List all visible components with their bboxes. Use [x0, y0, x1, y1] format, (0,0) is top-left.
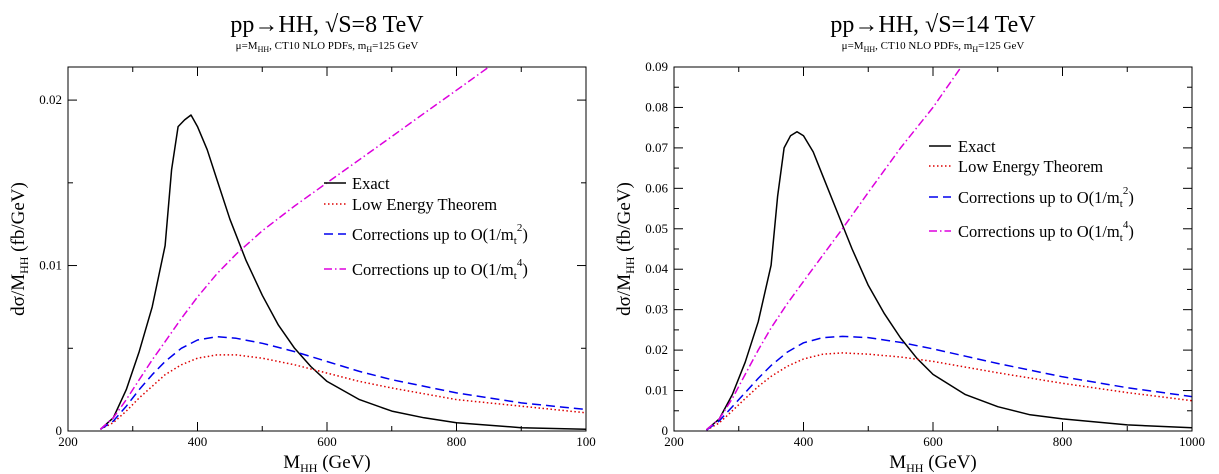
y-tick-label: 0.04 [645, 261, 668, 276]
chart-title: pp→HH, √S=8 TeV [230, 12, 424, 38]
y-tick-label: 0.03 [645, 302, 668, 317]
legend-label: Exact [958, 137, 996, 156]
legend-item-mt4: Corrections up to O(1/mt4) [324, 257, 528, 282]
y-tick-label: 0.07 [645, 140, 668, 155]
series-line-3 [99, 67, 491, 430]
legend-label: Corrections up to O(1/mt4) [352, 257, 528, 282]
series-line-3 [705, 67, 963, 431]
x-axis-label: MHH (GeV) [283, 452, 371, 474]
legend-item-exact: Exact [324, 174, 390, 193]
chart-8tev: pp→HH, √S=8 TeV μ=MHH, CT10 NLO PDFs, mH… [8, 12, 596, 474]
legend-label: Corrections up to O(1/mt2) [958, 185, 1134, 210]
x-axis-title: MHH (GeV) [889, 452, 977, 474]
axis-ticks: 200 400 600 800 1000 0 0.01 0.02 0.03 0.04 0.05 0.0… [645, 59, 1205, 449]
plot-frame [67, 66, 587, 432]
y-axis-label: dσ/MHH (fb/GeV) [614, 182, 637, 316]
x-axis-title: MHH (GeV) [283, 452, 371, 474]
x-tick-label: 600 [317, 434, 337, 449]
chart-title: pp→HH, √S=14 TeV [830, 12, 1036, 38]
series-line-1 [706, 352, 1192, 431]
legend: Exact Low Energy Theorem Corrections up … [324, 174, 528, 282]
legend-label: Exact [352, 174, 390, 193]
x-tick-label: 400 [188, 434, 208, 449]
legend: Exact Low Energy Theorem Corrections up … [929, 137, 1134, 244]
series-lines [705, 67, 1192, 431]
x-tick-label: 200 [664, 434, 684, 449]
y-tick-label: 0.08 [645, 99, 668, 114]
series-line-0 [705, 130, 1192, 431]
legend-item-mt2: Corrections up to O(1/mt2) [929, 185, 1134, 210]
y-tick-label: 0.05 [645, 221, 668, 236]
y-axis-label: dσ/MHH (fb/GeV) [8, 182, 31, 316]
series-line-2 [99, 335, 586, 430]
y-axis-title: dσ/MHH (fb/GeV) [8, 182, 31, 316]
chart-14tev: pp→HH, √S=14 TeV μ=MHH, CT10 NLO PDFs, m… [614, 12, 1205, 474]
y-tick-label: 0 [662, 423, 669, 438]
legend-item-mt2: Corrections up to O(1/mt2) [324, 222, 528, 247]
chart-subtitle: μ=MHH, CT10 NLO PDFs, mH=125 GeV [842, 40, 1025, 54]
legend-label: Corrections up to O(1/mt2) [352, 222, 528, 247]
legend-item-let: Low Energy Theorem [324, 195, 497, 214]
legend-item-mt4: Corrections up to O(1/mt4) [929, 219, 1134, 244]
series-line-2 [705, 335, 1192, 431]
x-tick-label: 800 [447, 434, 467, 449]
x-tick-label: 100 [576, 434, 596, 449]
legend-label: Corrections up to O(1/mt4) [958, 219, 1134, 244]
x-axis-label: MHH (GeV) [889, 452, 977, 474]
series-lines [99, 67, 586, 431]
y-tick-label: 0.01 [39, 258, 62, 273]
x-tick-label: 400 [794, 434, 814, 449]
y-tick-label: 0.06 [645, 180, 668, 195]
series-line-0 [99, 114, 586, 431]
y-tick-label: 0.09 [645, 59, 668, 74]
legend-item-exact: Exact [929, 137, 996, 156]
y-axis-title: dσ/MHH (fb/GeV) [614, 182, 637, 316]
y-tick-label: 0.02 [39, 92, 62, 107]
y-tick-label: 0.01 [645, 383, 668, 398]
y-tick-label: 0.02 [645, 342, 668, 357]
plot-frame [673, 66, 1193, 432]
legend-item-let: Low Energy Theorem [929, 157, 1103, 176]
legend-label: Low Energy Theorem [352, 195, 497, 214]
y-tick-label: 0 [56, 423, 63, 438]
x-tick-label: 800 [1053, 434, 1073, 449]
chart-subtitle: μ=MHH, CT10 NLO PDFs, mH=125 GeV [236, 40, 419, 54]
x-tick-label: 600 [923, 434, 943, 449]
legend-label: Low Energy Theorem [958, 157, 1103, 176]
x-tick-label: 1000 [1179, 434, 1205, 449]
x-tick-label: 200 [58, 434, 78, 449]
